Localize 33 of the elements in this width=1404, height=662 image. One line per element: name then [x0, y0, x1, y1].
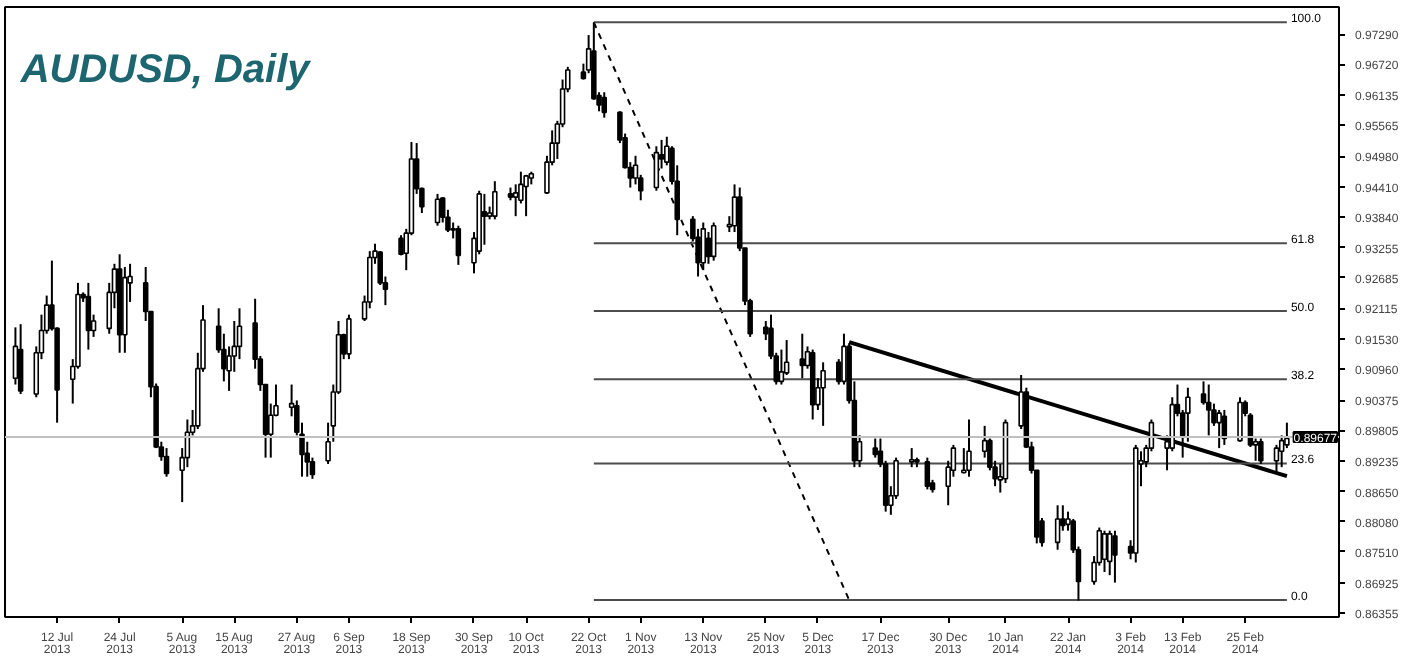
candlestick [12, 326, 19, 386]
candlestick [1205, 383, 1212, 437]
candlestick [778, 348, 785, 386]
candlestick [1112, 529, 1118, 584]
candlestick [17, 323, 24, 396]
candlestick [455, 224, 462, 266]
candlestick [439, 196, 446, 224]
candlestick [705, 231, 712, 265]
candlestick [85, 281, 92, 351]
candlestick [653, 145, 660, 192]
candlestick [872, 437, 878, 459]
candlestick [1216, 408, 1222, 450]
text: AUDUSD, Daily [18, 48, 312, 93]
candlestick [966, 418, 972, 478]
candlestick [1101, 529, 1108, 573]
candlestick [700, 221, 707, 272]
candlestick [1106, 529, 1113, 577]
candlestick [820, 361, 826, 427]
candlestick [710, 221, 717, 262]
candlestick [1237, 396, 1243, 443]
candlestick [346, 313, 352, 361]
candlestick [434, 192, 441, 227]
candlestick [908, 447, 915, 469]
candlestick [492, 180, 498, 221]
candlestick [481, 192, 488, 246]
candlestick [163, 447, 170, 478]
candlestick [601, 91, 608, 119]
candlestick [1258, 437, 1264, 465]
candlestick [523, 173, 529, 218]
candlestick [1054, 504, 1061, 551]
candlestick [799, 332, 806, 380]
candlestick [924, 456, 931, 491]
candlestick [783, 339, 790, 377]
